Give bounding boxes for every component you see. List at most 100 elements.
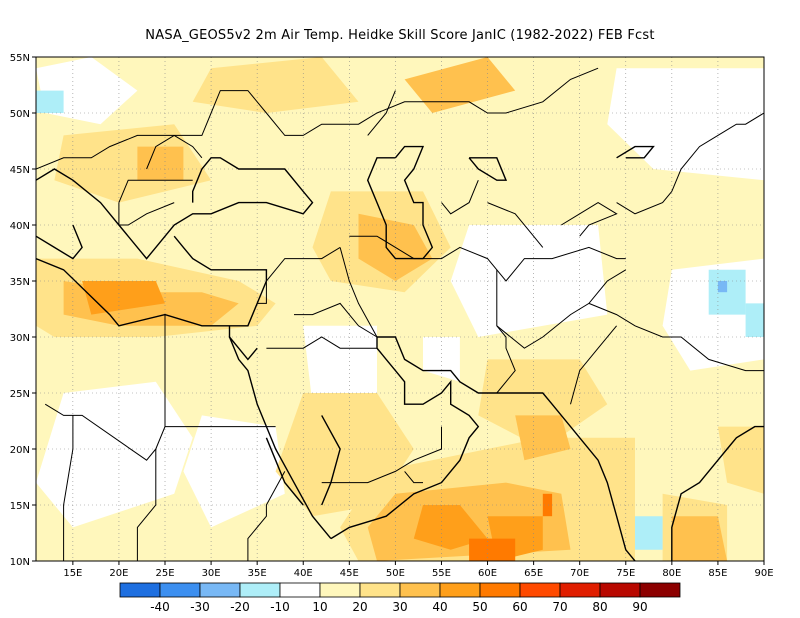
y-tick-label-8: 50N: [10, 109, 30, 120]
x-tick-label-5: 40E: [294, 568, 313, 579]
colorbar-swatch-4: [279, 582, 321, 598]
border-line-22: [671, 112, 764, 192]
border-line-11: [321, 426, 442, 484]
colorbar-swatch-0: [119, 582, 161, 598]
coastline-8: [616, 145, 655, 159]
colorbar-swatch-8: [439, 582, 481, 598]
skill-region-24: [137, 146, 184, 181]
x-tick-label-1: 20E: [109, 568, 128, 579]
skill-region-29: [542, 493, 553, 517]
skill-region-11: [54, 124, 212, 203]
coastline-1: [36, 235, 268, 327]
skill-region-28: [469, 538, 516, 561]
colorbar: -40 -30 -20 -10 10 20 30 40 50 60 70 80 90: [119, 582, 681, 614]
y-tick-label-9: 55N: [10, 53, 30, 64]
skill-region-27: [82, 281, 165, 315]
border-line-20: [487, 202, 544, 248]
skill-region-15: [192, 57, 359, 113]
colorbar-swatch-7: [399, 582, 441, 598]
border-line-14: [136, 449, 157, 561]
skill-region-30: [36, 90, 64, 113]
skill-region-14: [478, 359, 608, 449]
border-line-2: [247, 246, 341, 326]
x-tick-label-6: 45E: [340, 568, 359, 579]
border-line-17: [36, 67, 599, 170]
skill-region-32: [745, 303, 764, 337]
colorbar-label-10: 70: [552, 600, 567, 614]
coastline-3: [330, 336, 636, 561]
coastline-0: [36, 157, 314, 260]
colorbar-label-4: 10: [312, 600, 327, 614]
axis-ticks: 15E 20E 25E 30E 35E 40E 45E 50E 55E 60E 65E 70E 75E 8…: [10, 53, 774, 579]
x-tick-label-12: 75E: [616, 568, 635, 579]
skill-region-33: [635, 516, 663, 550]
skill-region-25: [413, 505, 488, 550]
border-line-8: [588, 302, 764, 372]
coastline-7: [468, 157, 508, 181]
colorbar-label-11: 80: [592, 600, 607, 614]
skill-score-fill: [36, 57, 764, 561]
x-tick-label-7: 50E: [386, 568, 405, 579]
colorbar-swatch-12: [599, 582, 641, 598]
x-tick-label-15: 90E: [754, 568, 773, 579]
x-tick-label-11: 70E: [570, 568, 589, 579]
coastline-9: [321, 415, 341, 506]
x-tick-label-4: 35E: [248, 568, 267, 579]
plot-frame: [35, 56, 765, 562]
colorbar-label-7: 40: [432, 600, 447, 614]
y-tick-label-2: 20N: [10, 445, 30, 456]
x-tick-label-10: 65E: [524, 568, 543, 579]
border-line-25: [118, 202, 175, 226]
border-line-7: [496, 269, 627, 349]
colorbar-swatch-9: [479, 582, 521, 598]
coastline-10: [265, 437, 304, 506]
colorbar-swatch-13: [639, 582, 681, 598]
x-tick-label-9: 60E: [478, 568, 497, 579]
colorbar-swatch-6: [359, 582, 401, 598]
border-line-16: [247, 471, 286, 561]
border-line-24: [118, 179, 193, 203]
colorbar-swatch-3: [239, 582, 281, 598]
border-line-4: [339, 247, 378, 338]
colorbar-label-5: 20: [352, 600, 367, 614]
coastlines: [36, 145, 764, 561]
x-tick-label-13: 80E: [662, 568, 681, 579]
colorbar-label-0: -40: [150, 600, 170, 614]
y-tick-label-3: 25N: [10, 389, 30, 400]
coastline-6: [366, 145, 434, 260]
skill-region-5: [607, 68, 764, 181]
border-line-10: [266, 336, 377, 349]
border-line-6: [496, 269, 516, 394]
skill-region-16: [717, 426, 764, 494]
y-tick-label-7: 45N: [10, 165, 30, 176]
colorbar-swatch-10: [519, 582, 561, 598]
colorbar-swatch-1: [159, 582, 201, 598]
colorbar-swatch-5: [319, 582, 361, 598]
chart-title: NASA_GEOS5v2 2m Air Temp. Heidke Skill S…: [145, 28, 655, 43]
skill-region-34: [717, 281, 728, 293]
y-tick-label-0: 10N: [10, 557, 30, 568]
skill-region-23: [404, 57, 516, 113]
border-line-13: [44, 403, 157, 461]
skill-region-3: [303, 325, 377, 405]
country-borders: [36, 67, 764, 561]
skill-region-2: [183, 415, 285, 528]
border-line-18: [367, 90, 396, 136]
y-tick-label-6: 40N: [10, 221, 30, 232]
colorbar-swatch-2: [199, 582, 241, 598]
colorbar-label-12: 90: [632, 600, 647, 614]
border-line-23: [616, 191, 673, 215]
x-tick-label-0: 15E: [63, 568, 82, 579]
coastline-2: [228, 325, 332, 540]
colorbar-label-2: -20: [230, 600, 250, 614]
border-line-26: [146, 134, 175, 170]
colorbar-label-9: 60: [512, 600, 527, 614]
y-tick-label-1: 15N: [10, 501, 30, 512]
x-tick-label-14: 85E: [708, 568, 727, 579]
x-tick-label-3: 30E: [202, 568, 221, 579]
border-line-27: [173, 134, 203, 159]
x-tick-label-2: 25E: [155, 568, 174, 579]
y-tick-label-4: 30N: [10, 333, 30, 344]
colorbar-label-8: 50: [472, 600, 487, 614]
